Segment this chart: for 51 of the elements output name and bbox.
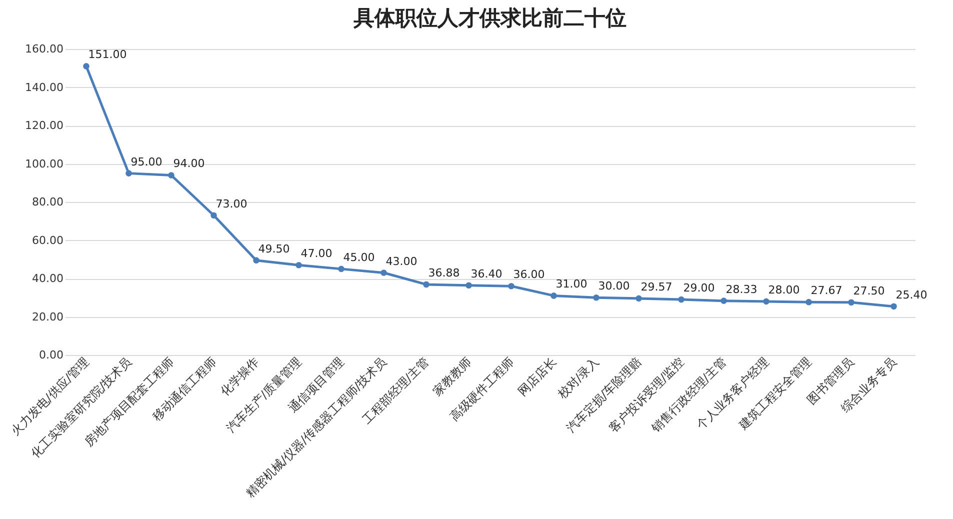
point xyxy=(253,257,260,264)
point xyxy=(466,282,472,289)
point xyxy=(210,212,217,219)
point xyxy=(678,296,684,303)
data-label: 25.40 xyxy=(896,288,928,302)
data-label: 73.00 xyxy=(216,197,248,210)
data-label: 36.88 xyxy=(428,266,460,280)
chart-title: 具体职位人才供求比前二十位 xyxy=(352,5,626,30)
point xyxy=(848,299,854,306)
point xyxy=(296,262,302,268)
data-label: 95.00 xyxy=(130,155,162,168)
data-label: 49.50 xyxy=(258,242,290,256)
data-label: 36.40 xyxy=(470,267,502,280)
data-label: 28.33 xyxy=(726,282,758,296)
x-tick-label: 网店店长 xyxy=(515,354,560,398)
data-label: 29.57 xyxy=(640,280,672,294)
data-label: 28.00 xyxy=(768,283,800,296)
point xyxy=(890,303,897,310)
data-label: 47.00 xyxy=(300,247,332,260)
y-tick-label: 0.00 xyxy=(39,348,64,362)
point xyxy=(126,170,132,176)
point xyxy=(508,282,514,290)
data-label: 43.00 xyxy=(386,254,418,268)
data-label: 30.00 xyxy=(598,280,630,293)
point xyxy=(550,292,557,299)
y-tick-label: 160.00 xyxy=(25,42,64,56)
point xyxy=(338,266,344,272)
data-label: 36.00 xyxy=(513,268,545,282)
point xyxy=(806,298,812,306)
point xyxy=(83,63,90,70)
data-label: 27.50 xyxy=(853,284,885,298)
y-tick-label: 120.00 xyxy=(25,119,64,132)
point xyxy=(763,298,770,305)
point xyxy=(423,281,430,288)
data-label: 29.00 xyxy=(683,282,715,295)
y-tick-label: 40.00 xyxy=(32,272,64,285)
point xyxy=(593,294,600,301)
point xyxy=(636,295,642,302)
point xyxy=(720,298,727,304)
y-tick-label: 100.00 xyxy=(25,157,64,170)
y-tick-label: 140.00 xyxy=(25,80,64,94)
data-label: 27.67 xyxy=(810,284,842,298)
point xyxy=(380,270,387,276)
y-tick-label: 60.00 xyxy=(32,234,64,247)
data-label: 31.00 xyxy=(556,278,588,291)
y-tick-label: 20.00 xyxy=(32,310,64,324)
data-label: 151.00 xyxy=(88,48,127,62)
data-label: 94.00 xyxy=(173,157,205,170)
y-tick-label: 80.00 xyxy=(32,196,64,208)
data-label: 45.00 xyxy=(343,250,375,264)
point xyxy=(168,172,174,178)
